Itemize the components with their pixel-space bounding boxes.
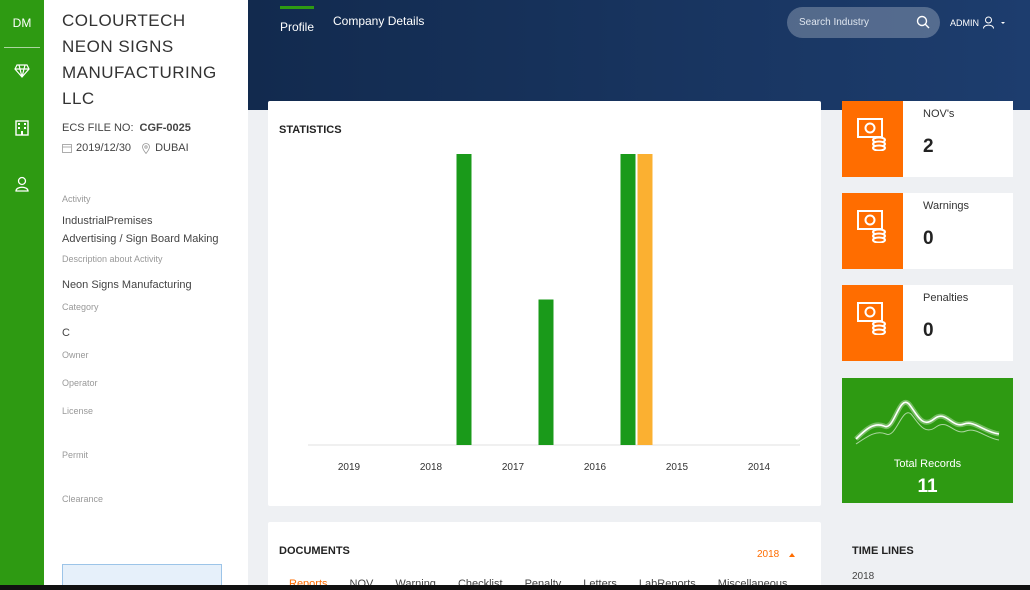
x-tick-label: 2016 (584, 462, 607, 473)
kpi-warnings[interactable]: Warnings 0 (842, 193, 1013, 269)
search-input[interactable]: Search Industry (799, 17, 870, 28)
ecs-label: ECS FILE NO: (62, 122, 134, 134)
building-icon[interactable] (0, 120, 44, 160)
bar-2018-s0[interactable] (456, 154, 472, 445)
ecs-value: CGF-0025 (139, 122, 191, 134)
calendar-icon (62, 144, 72, 153)
kpi-label: Penalties (923, 292, 969, 304)
statistics-card: STATISTICS 2019 2018 2017 2016 2015 2014 (268, 101, 821, 506)
kpi-icon-box (842, 101, 903, 177)
money-icon (857, 118, 886, 151)
user-icon[interactable] (0, 176, 44, 216)
description-value: Neon Signs Manufacturing (62, 279, 192, 291)
documents-title: DOCUMENTS (279, 545, 350, 557)
kpi-value: 2 (923, 136, 934, 157)
activity-value-1: IndustrialPremises (62, 215, 153, 227)
profile-panel: COLOURTECH NEON SIGNS MANUFACTURING LLC … (44, 0, 248, 590)
tab-profile[interactable]: Profile (280, 6, 315, 34)
ecs-file: ECS FILE NO: CGF-0025 (62, 122, 248, 134)
caret-up-icon[interactable] (789, 553, 795, 557)
bar-2016-s0[interactable] (620, 154, 636, 445)
timelines-title: TIME LINES (852, 545, 914, 557)
clearance-label: Clearance (62, 494, 104, 504)
profile-location: DUBAI (155, 142, 189, 154)
search-box[interactable]: Search Industry (787, 7, 940, 38)
user-name[interactable]: ADMIN (950, 17, 979, 28)
total-records-label: Total Records (893, 458, 962, 470)
description-label: Description about Activity (62, 254, 163, 264)
location-pin-icon (142, 142, 150, 154)
search-icon[interactable] (916, 15, 930, 29)
kpi-icon-box (842, 285, 903, 361)
statistics-title: STATISTICS (279, 124, 342, 136)
owner-label: Owner (62, 350, 89, 360)
documents-year-select[interactable]: 2018 (757, 549, 780, 560)
money-icon (857, 302, 886, 335)
x-tick-label: 2014 (748, 462, 771, 473)
total-records-value: 11 (917, 476, 938, 497)
documents-card: DOCUMENTS 2018 Reports NOV Warning Check… (268, 522, 821, 590)
chevron-down-icon[interactable] (998, 20, 1008, 26)
tab-company-details[interactable]: Company Details (333, 14, 425, 28)
user-icon (983, 16, 994, 29)
kpi-label: Warnings (923, 200, 970, 212)
nav-rail: DM (0, 0, 44, 590)
profile-meta: 2019/12/30 DUBAI (62, 142, 248, 154)
x-tick-label: 2018 (420, 462, 443, 473)
category-value: C (62, 327, 70, 339)
profile-date: 2019/12/30 (76, 142, 132, 154)
kpi-value: 0 (923, 228, 934, 249)
timelines-year: 2018 (852, 571, 875, 582)
x-tick-label: 2017 (502, 462, 525, 473)
activity-value: IndustrialPremises Advertising / Sign Bo… (62, 212, 248, 248)
statistics-chart: 2019 2018 2017 2016 2015 2014 (308, 154, 800, 473)
sparkline-decoration (854, 399, 1000, 445)
kpi-value: 0 (923, 320, 934, 341)
company-name: COLOURTECH NEON SIGNS MANUFACTURING LLC (62, 11, 217, 108)
license-label: License (62, 406, 94, 416)
activity-value-2: Advertising / Sign Board Making (62, 233, 219, 245)
bar-2017-s0[interactable] (538, 299, 554, 446)
x-tick-label: 2019 (338, 462, 361, 473)
kpi-label: NOV's (923, 108, 955, 120)
diamond-icon[interactable] (0, 64, 44, 104)
kpi-icon-box (842, 193, 903, 269)
x-tick-label: 2015 (666, 462, 689, 473)
kpi-penalties[interactable]: Penalties 0 (842, 285, 1013, 361)
top-header: Profile Company Details Search Industry … (248, 0, 1030, 110)
kpi-novs[interactable]: NOV's 2 (842, 101, 1013, 177)
operator-label: Operator (62, 378, 98, 388)
user-menu[interactable]: ADMIN (950, 16, 1008, 29)
app-logo[interactable]: DM (4, 0, 40, 48)
money-icon (857, 210, 886, 243)
total-records-card[interactable]: Total Records 11 (842, 378, 1013, 503)
category-label: Category (62, 302, 99, 312)
taskbar-strip (0, 585, 1030, 590)
permit-label: Permit (62, 450, 89, 460)
bar-2016-s1[interactable] (637, 154, 653, 445)
activity-label: Activity (62, 194, 91, 204)
